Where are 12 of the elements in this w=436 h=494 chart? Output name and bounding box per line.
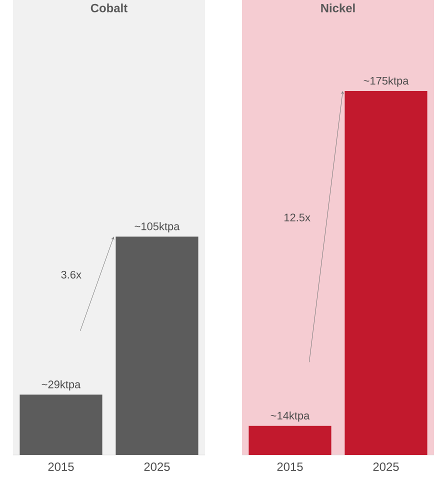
data-label: ~105ktpa — [134, 222, 180, 232]
annotation: 12.5x — [284, 214, 310, 222]
x-tick-label: 2025 — [144, 462, 170, 471]
x-tick-label: 2015 — [48, 462, 74, 471]
x-tick-label: 2015 — [277, 462, 303, 471]
x-tick-label: 2025 — [373, 462, 399, 471]
data-label: ~29ktpa — [42, 380, 81, 390]
annotation: 3.6x — [61, 270, 82, 279]
data-label: ~14ktpa — [270, 411, 310, 422]
chart-title: Nickel — [321, 4, 355, 12]
data-label: ~175ktpa — [364, 76, 409, 87]
chart-title: Cobalt — [90, 4, 128, 12]
